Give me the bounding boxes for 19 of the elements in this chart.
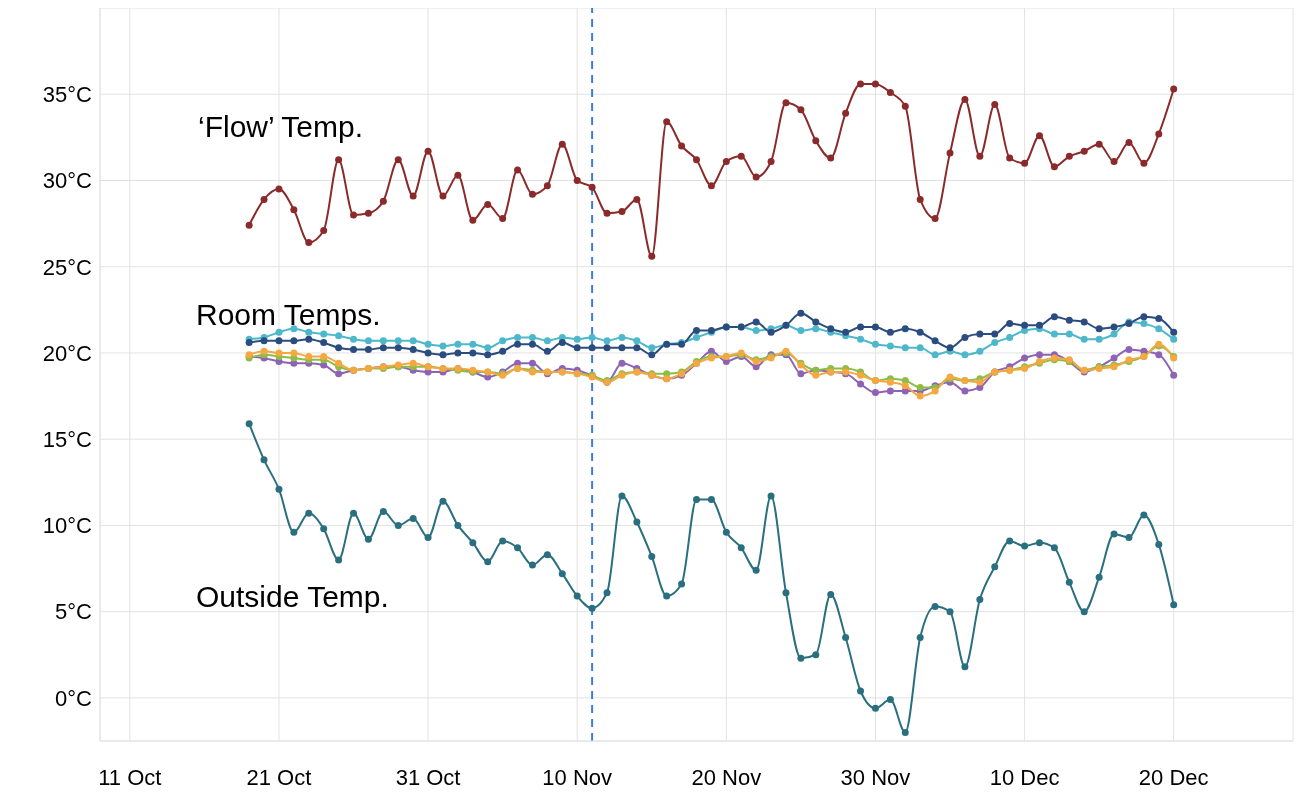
y-tick-label: 15°C	[42, 426, 93, 452]
x-tick-label: 10 Nov	[542, 764, 613, 790]
y-tick-label: 5°C	[55, 599, 93, 625]
x-tick-label: 20 Dec	[1138, 764, 1209, 790]
x-tick-label: 11 Oct	[98, 764, 162, 790]
annotation: ‘Flow’ Temp.	[198, 110, 364, 144]
y-tick-label: 0°C	[55, 685, 93, 711]
y-tick-label: 10°C	[42, 513, 93, 539]
x-tick-label: 31 Oct	[395, 764, 461, 790]
y-tick-label: 30°C	[42, 168, 93, 194]
annotation: Outside Temp.	[196, 580, 389, 614]
y-tick-label: 25°C	[42, 254, 93, 280]
y-tick-label: 35°C	[42, 82, 93, 108]
y-tick-label: 20°C	[42, 340, 93, 366]
x-tick-label: 20 Nov	[691, 764, 762, 790]
x-tick-label: 21 Oct	[246, 764, 312, 790]
x-tick-label: 30 Nov	[840, 764, 911, 790]
annotation: Room Temps.	[196, 298, 381, 332]
x-tick-label: 10 Dec	[989, 764, 1060, 790]
